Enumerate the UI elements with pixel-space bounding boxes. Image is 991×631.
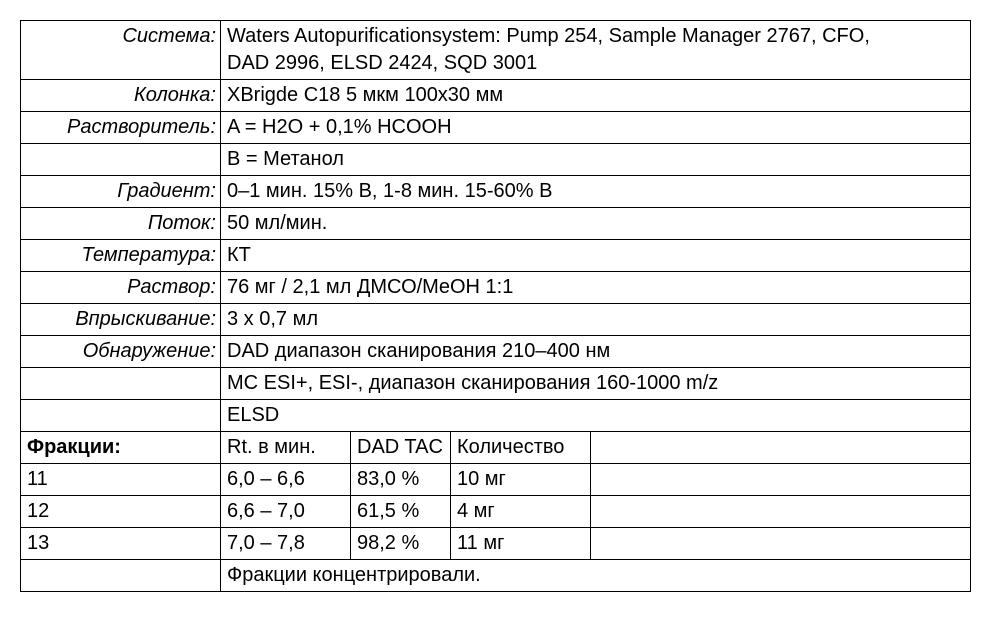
detection-label-empty2 [21, 400, 221, 432]
solvent-label-empty [21, 144, 221, 176]
col-dad-header: DAD TAC [351, 432, 451, 464]
flow-value: 50 мл/мин. [221, 208, 971, 240]
fraction-empty [591, 528, 971, 560]
fraction-row: 12 6,6 – 7,0 61,5 % 4 мг [21, 496, 971, 528]
fraction-row: 11 6,0 – 6,6 83,0 % 10 мг [21, 464, 971, 496]
temp-label: Температура: [21, 240, 221, 272]
fraction-id: 11 [21, 464, 221, 496]
solvent-b-value: B = Метанол [221, 144, 971, 176]
solution-value: 76 мг / 2,1 мл ДМСО/MeOH 1:1 [221, 272, 971, 304]
fractions-footer: Фракции концентрировали. [221, 560, 971, 592]
hplc-parameters-table: Система: Waters Autopurificationsystem: … [20, 20, 971, 592]
fraction-qty: 4 мг [451, 496, 591, 528]
injection-value: 3 x 0,7 мл [221, 304, 971, 336]
column-value: XBrigde C18 5 мкм 100x30 мм [221, 80, 971, 112]
fraction-rt: 6,6 – 7,0 [221, 496, 351, 528]
gradient-label: Градиент: [21, 176, 221, 208]
fraction-qty: 10 мг [451, 464, 591, 496]
flow-label: Поток: [21, 208, 221, 240]
col-qty-header: Количество [451, 432, 591, 464]
solvent-a-value: A = H2O + 0,1% HCOOH [221, 112, 971, 144]
col-empty-header [591, 432, 971, 464]
fraction-id: 12 [21, 496, 221, 528]
detection-elsd-value: ELSD [221, 400, 971, 432]
col-rt-header: Rt. в мин. [221, 432, 351, 464]
column-label: Колонка: [21, 80, 221, 112]
fractions-header: Фракции: [21, 432, 221, 464]
solution-label: Раствор: [21, 272, 221, 304]
solvent-label: Растворитель: [21, 112, 221, 144]
fraction-qty: 11 мг [451, 528, 591, 560]
fraction-rt: 7,0 – 7,8 [221, 528, 351, 560]
fraction-row: 13 7,0 – 7,8 98,2 % 11 мг [21, 528, 971, 560]
detection-ms-value: МС ESI+, ESI-, диапазон сканирования 160… [221, 368, 971, 400]
fraction-empty [591, 464, 971, 496]
fraction-rt: 6,0 – 6,6 [221, 464, 351, 496]
fraction-id: 13 [21, 528, 221, 560]
fraction-empty [591, 496, 971, 528]
injection-label: Впрыскивание: [21, 304, 221, 336]
fraction-dad: 83,0 % [351, 464, 451, 496]
fraction-dad: 61,5 % [351, 496, 451, 528]
detection-label: Обнаружение: [21, 336, 221, 368]
temp-value: КТ [221, 240, 971, 272]
gradient-value: 0–1 мин. 15% B, 1-8 мин. 15-60% B [221, 176, 971, 208]
fraction-dad: 98,2 % [351, 528, 451, 560]
system-value: Waters Autopurificationsystem: Pump 254,… [221, 21, 971, 80]
detection-dad-value: DAD диапазон сканирования 210–400 нм [221, 336, 971, 368]
fractions-footer-empty [21, 560, 221, 592]
detection-label-empty1 [21, 368, 221, 400]
system-label: Система: [21, 21, 221, 80]
